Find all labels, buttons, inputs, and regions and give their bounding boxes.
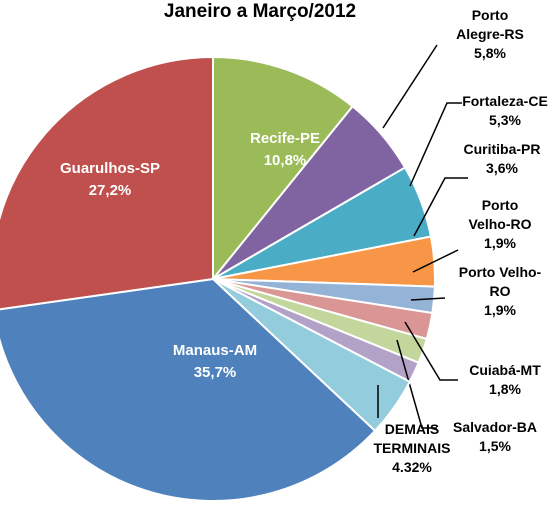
slice-label: DEMAIS TERMINAIS 4.32%	[367, 420, 457, 477]
slice-value: 1,5%	[479, 438, 511, 454]
slice-label: Guarulhos-SP 27,2%	[50, 158, 170, 202]
slice-label: Curitiba-PR 3,6%	[447, 140, 557, 178]
slice-value: 5,3%	[489, 112, 521, 128]
slice-name: Salvador-BA	[452, 419, 538, 435]
slice-name: Recife-PE	[249, 130, 321, 147]
slice-label: Fortaleza-CE 5,3%	[448, 92, 559, 130]
slice-label: Salvador-BA 1,5%	[440, 418, 550, 456]
slice-value: 1,9%	[484, 235, 516, 251]
chart-title: Janeiro a Março/2012	[163, 1, 357, 22]
leader-line	[409, 102, 462, 187]
slice-name: Curitiba-PR	[463, 141, 541, 157]
slice-value: 27,2%	[88, 182, 132, 199]
leader-line	[396, 339, 437, 429]
pie-slice	[212, 55, 354, 282]
slice-value: 3,6%	[486, 160, 518, 176]
slice-value: 35,7%	[193, 364, 237, 381]
slice-value: 5,8%	[474, 45, 506, 61]
slice-label: Porto Velho-RO 1,9%	[453, 263, 548, 320]
slice-name: Fortaleza-CE	[462, 93, 548, 109]
slice-value: 1,9%	[484, 302, 516, 318]
leader-line	[410, 297, 446, 301]
slice-label: Porto Alegre-RS 5,8%	[450, 6, 530, 63]
slice-name: Porto Velho-RO	[468, 197, 532, 232]
slice-value: 1,8%	[489, 381, 521, 397]
slice-name: Porto Alegre-RS	[456, 7, 524, 42]
leader-line	[413, 177, 468, 237]
leader-line	[382, 44, 438, 129]
slice-label: Recife-PE 10,8%	[230, 128, 340, 172]
pie-slice	[0, 277, 377, 502]
slice-name: Manaus-AM	[172, 342, 258, 359]
slice-label: Manaus-AM 35,7%	[160, 340, 270, 384]
slice-name: Porto Velho-RO	[458, 264, 542, 299]
leader-line	[412, 249, 459, 273]
slice-value: 10,8%	[263, 152, 307, 169]
leader-line	[404, 321, 458, 381]
pie-slice	[0, 55, 214, 311]
slice-label: Porto Velho-RO 1,9%	[460, 196, 540, 253]
slice-value: 4.32%	[392, 459, 432, 475]
slice-name: Guarulhos-SP	[59, 160, 160, 177]
slice-label: Cuiabá-MT 1,8%	[455, 361, 555, 399]
slice-name: DEMAIS TERMINAIS	[373, 421, 451, 456]
slice-name: Cuiabá-MT	[469, 362, 541, 378]
